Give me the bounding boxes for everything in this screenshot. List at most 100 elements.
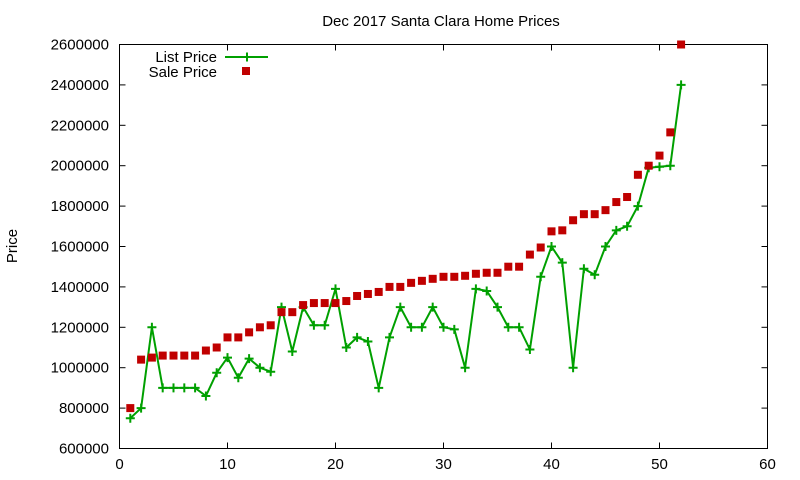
sale-price-point — [234, 333, 243, 342]
list-price-point — [557, 258, 567, 268]
list-price-point — [385, 332, 394, 342]
list-price-point — [341, 343, 351, 352]
list-price-point — [244, 354, 254, 364]
sale-price-point — [245, 328, 254, 337]
list-price-point — [125, 413, 135, 423]
list-price-point — [536, 272, 546, 282]
list-price-point — [179, 383, 189, 393]
list-price-point — [601, 242, 610, 251]
y-tick-label: 600000 — [59, 441, 109, 458]
list-price-point — [471, 284, 481, 294]
sale-price-point — [493, 268, 502, 277]
sale-price-point — [547, 227, 556, 236]
list-price-point — [287, 347, 297, 357]
sale-price-point — [342, 297, 351, 306]
list-price-point — [309, 320, 319, 330]
sale-price-point — [147, 353, 156, 362]
y-tick-label: 1000000 — [51, 360, 109, 377]
sale-price-point — [396, 282, 405, 291]
list-price-point — [331, 284, 340, 294]
sale-price-point — [407, 278, 416, 287]
sale-price-point — [515, 262, 524, 271]
sale-price-point — [655, 151, 664, 160]
x-tick-label: 20 — [327, 456, 344, 473]
list-price-point — [676, 80, 686, 90]
sale-price-point — [558, 226, 567, 235]
y-tick-label: 2400000 — [51, 77, 109, 94]
sale-price-point — [299, 301, 308, 310]
sale-price-point — [255, 323, 264, 332]
sale-price-point — [309, 299, 318, 308]
list-price-point — [493, 302, 502, 312]
sale-price-point — [461, 271, 470, 280]
sale-price-point — [374, 287, 383, 296]
list-price-point — [428, 302, 438, 312]
axis-ticks: 0 10 20 30 40 50 60 600000 800000 1000000 1200000 1… — [51, 37, 776, 474]
x-tick-label: 0 — [115, 456, 123, 473]
sale-price-point — [439, 272, 448, 281]
list-price-point — [482, 286, 492, 296]
list-price-point — [201, 391, 211, 401]
list-price-point — [449, 324, 459, 334]
legend-marker-list-price — [242, 52, 252, 62]
list-price-point — [417, 322, 427, 332]
x-tick-label: 60 — [759, 456, 776, 473]
y-tick-label: 1400000 — [51, 279, 109, 296]
x-tick-label: 40 — [543, 456, 560, 473]
sale-price-point — [644, 161, 653, 170]
sale-price-point — [266, 321, 275, 330]
sale-price-point — [471, 269, 480, 278]
series-layer — [125, 40, 686, 423]
sale-price-point — [126, 404, 135, 413]
sale-price-point — [201, 346, 210, 355]
list-price-point — [568, 363, 578, 373]
list-price-point — [233, 373, 243, 383]
list-price-point — [514, 322, 524, 332]
list-price-point — [579, 264, 589, 274]
sale-price-point — [288, 308, 297, 317]
list-price-point — [212, 368, 222, 378]
sale-price-point — [569, 216, 578, 225]
sale-price-point — [601, 206, 610, 215]
sale-price-point — [677, 40, 686, 49]
list-price-point — [147, 322, 157, 332]
sale-price-point — [385, 282, 394, 291]
list-price-point — [622, 221, 632, 231]
sale-price-point — [536, 243, 545, 252]
sale-price-point — [137, 355, 146, 364]
sale-price-point — [428, 274, 437, 283]
legend-marker-sale-price — [242, 67, 250, 75]
y-tick-label: 2200000 — [51, 117, 109, 134]
sale-price-point — [525, 250, 534, 259]
list-price-point — [611, 225, 621, 235]
sale-price-point — [320, 299, 329, 308]
sale-price-point — [623, 193, 632, 202]
legend: List Price Sale Price — [149, 49, 268, 81]
x-tick-label: 50 — [651, 456, 668, 473]
y-tick-label: 1800000 — [51, 198, 109, 215]
sale-price-point — [666, 128, 675, 137]
list-price-point — [255, 363, 265, 373]
y-tick-label: 1600000 — [51, 239, 109, 256]
list-price-point — [158, 383, 168, 393]
sale-price-point — [417, 276, 426, 285]
y-axis-label: Price — [4, 229, 21, 263]
sale-price-point — [277, 308, 286, 317]
list-price-point — [460, 363, 470, 373]
list-price-point — [590, 270, 600, 280]
y-tick-label: 2000000 — [51, 158, 109, 175]
sale-price-point — [612, 198, 621, 207]
list-price-point — [136, 403, 146, 413]
list-price-point — [320, 320, 330, 330]
sale-price-point — [158, 351, 167, 360]
list-price-point — [439, 322, 448, 332]
x-tick-label: 30 — [435, 456, 452, 473]
list-price-point — [169, 383, 178, 393]
list-price-point — [665, 161, 675, 171]
sale-price-point — [590, 210, 599, 219]
sale-price-point — [191, 351, 200, 360]
list-price-point — [190, 383, 200, 393]
list-price-point — [633, 201, 643, 211]
sale-price-point — [353, 291, 362, 300]
